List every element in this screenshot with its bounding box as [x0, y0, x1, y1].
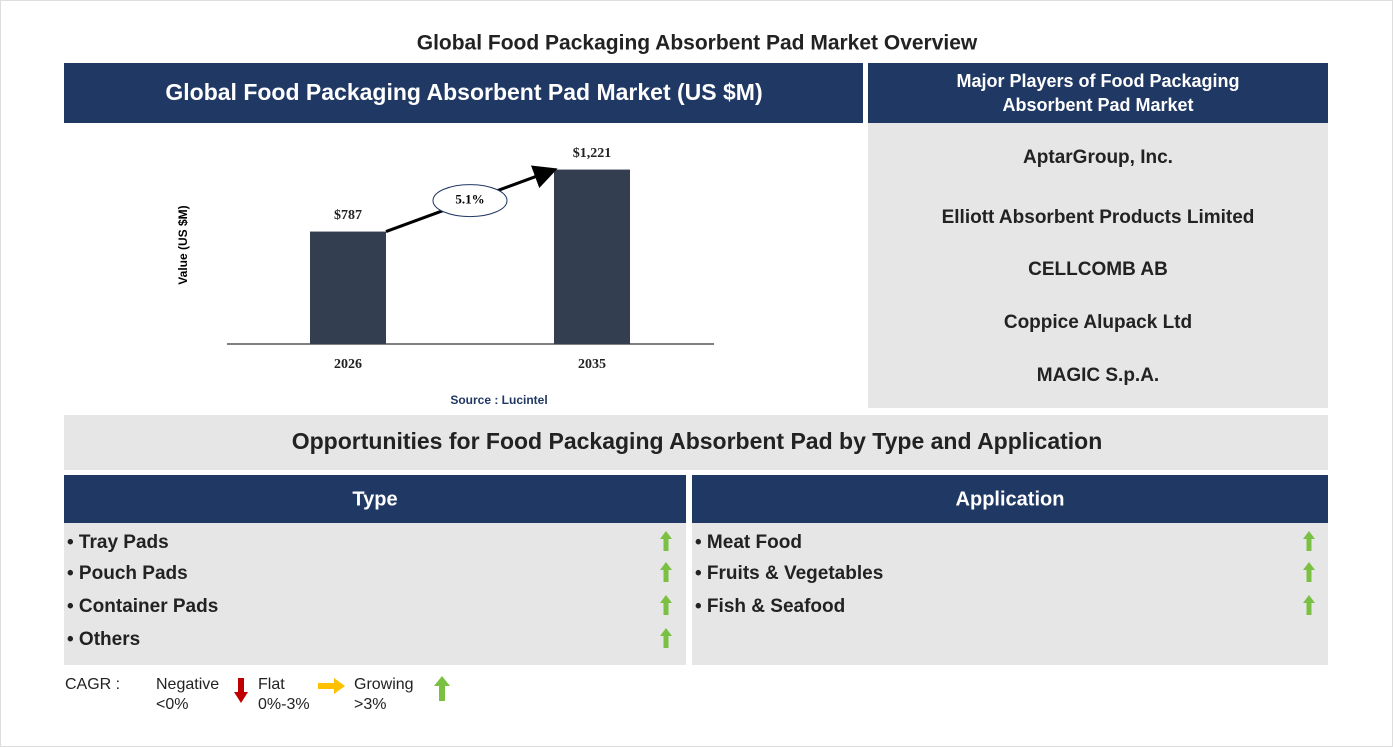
- source: Source : Lucintel: [450, 393, 547, 407]
- players-bg: [868, 123, 1328, 408]
- chart-header-bg: [64, 63, 863, 123]
- player: AptarGroup, Inc.: [1023, 147, 1173, 168]
- legend-name: Negative: [156, 676, 219, 693]
- bar: [554, 169, 630, 344]
- chart-header: Global Food Packaging Absorbent Pad Mark…: [165, 79, 762, 105]
- growth-arrow: [1303, 562, 1315, 582]
- application-bg: [692, 523, 1328, 665]
- application-header-bg: [692, 475, 1328, 523]
- type-header: Type: [352, 488, 397, 510]
- type-bg: [64, 523, 686, 665]
- application-header: Application: [956, 488, 1065, 510]
- bar: [310, 231, 386, 344]
- legend-name: Flat: [258, 676, 285, 693]
- type-item: • Others: [67, 629, 140, 650]
- growth-arrow: [1303, 595, 1315, 615]
- player: MAGIC S.p.A.: [1037, 365, 1159, 386]
- negative-arrow: [234, 678, 248, 703]
- type-item: • Pouch Pads: [67, 563, 188, 584]
- cagr-ellipse: [432, 184, 508, 218]
- legend-label: CAGR :: [65, 676, 120, 693]
- growth-arrow: [660, 628, 672, 648]
- players-header: Absorbent Pad Market: [1002, 95, 1193, 115]
- legend-range: >3%: [354, 696, 386, 713]
- value-label: $787: [334, 208, 362, 223]
- x-tick-label: 2035: [578, 357, 606, 372]
- players-header-bg: [868, 63, 1328, 123]
- opportunities-bg: [64, 415, 1328, 470]
- legend-range: 0%-3%: [258, 696, 310, 713]
- player: CELLCOMB AB: [1028, 259, 1168, 280]
- growing-arrow: [434, 676, 450, 701]
- growth-arrow: [1303, 531, 1315, 551]
- application-item: • Fruits & Vegetables: [695, 563, 883, 584]
- legend-name: Growing: [354, 676, 414, 693]
- flat-arrow: [318, 678, 345, 694]
- application-item: • Fish & Seafood: [695, 596, 845, 617]
- cagr-label: 5.1%: [455, 192, 484, 207]
- legend-range: <0%: [156, 696, 188, 713]
- value-label: $1,221: [573, 146, 612, 161]
- players-header: Major Players of Food Packaging: [956, 71, 1239, 91]
- growth-arrow: [660, 531, 672, 551]
- type-item: • Container Pads: [67, 596, 218, 617]
- growth-arrow: [660, 595, 672, 615]
- y-axis-label: Value (US $M): [176, 205, 190, 284]
- page-title: Global Food Packaging Absorbent Pad Mark…: [417, 32, 978, 55]
- player: Coppice Alupack Ltd: [1004, 312, 1192, 333]
- type-item: • Tray Pads: [67, 532, 169, 553]
- type-header-bg: [64, 475, 686, 523]
- opportunities-title: Opportunities for Food Packaging Absorbe…: [292, 428, 1103, 454]
- x-tick-label: 2026: [334, 357, 362, 372]
- growth-arrow: [660, 562, 672, 582]
- player: Elliott Absorbent Products Limited: [942, 207, 1255, 228]
- application-item: • Meat Food: [695, 532, 802, 553]
